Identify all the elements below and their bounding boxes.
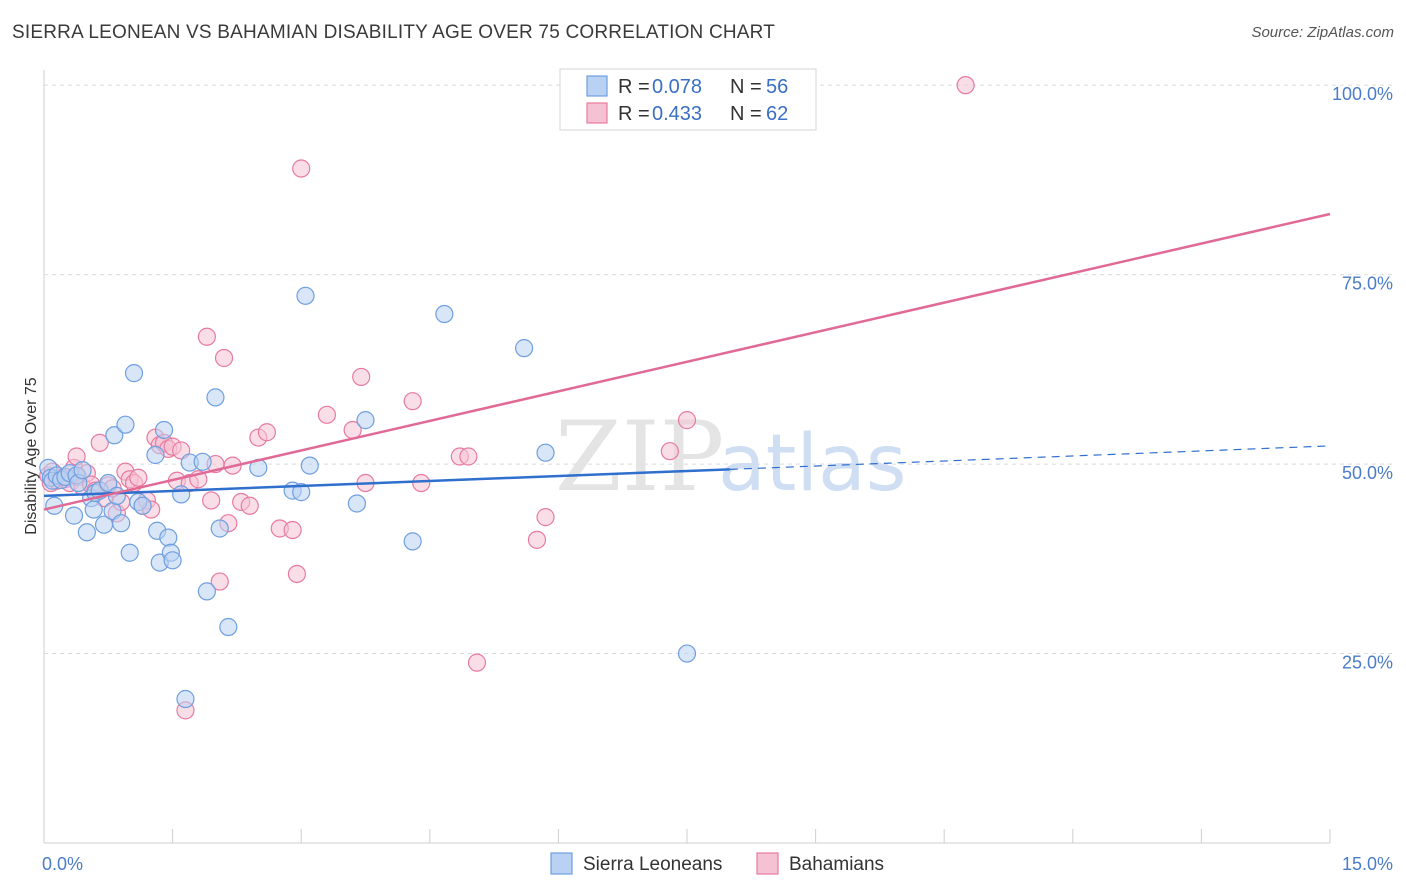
legend-r-label-blue: R = bbox=[618, 76, 650, 98]
sierra-leonean-point-40 bbox=[206, 388, 225, 407]
sierra-leonean-point-38 bbox=[193, 452, 212, 471]
trend-lines bbox=[43, 212, 1331, 511]
sierra-leonean-point-14 bbox=[84, 500, 103, 519]
bahamian-point-57 bbox=[412, 473, 431, 493]
sierra-leonean-point-11 bbox=[73, 461, 92, 480]
bahamian-point-49 bbox=[283, 520, 302, 540]
watermark-zip: ZIP bbox=[555, 401, 724, 513]
legend-swatch-blue bbox=[586, 75, 608, 97]
legend-swatch-pink bbox=[586, 102, 608, 124]
sierra-leonean-point-23 bbox=[116, 415, 135, 434]
y-axis-label: Disability Age Over 75 bbox=[23, 377, 40, 535]
bottom-legend: Sierra Leoneans Bahamians bbox=[550, 852, 884, 875]
sierra-leoneans-trend-extension bbox=[729, 445, 1331, 470]
bahamian-point-59 bbox=[459, 447, 478, 466]
bahamian-point-38 bbox=[202, 491, 221, 510]
sierra-leonean-point-52 bbox=[515, 339, 534, 358]
bahamian-point-23 bbox=[129, 468, 148, 487]
bahamian-point-56 bbox=[403, 392, 422, 411]
gridlines bbox=[44, 84, 1392, 655]
legend-r-value-pink: 0.433 bbox=[652, 103, 702, 125]
bottom-legend-sierra-leoneans: Sierra Leoneans bbox=[583, 854, 722, 875]
x-tick-label-end: 15.0% bbox=[1342, 854, 1393, 874]
sierra-leonean-point-53 bbox=[536, 443, 555, 462]
chart-title: SIERRA LEONEAN VS BAHAMIAN DISABILITY AG… bbox=[12, 22, 776, 43]
legend-n-value-blue: 56 bbox=[766, 76, 788, 98]
y-tick-label-25: 25.0% bbox=[1342, 653, 1393, 673]
bottom-legend-swatch-pink bbox=[756, 852, 779, 875]
legend-r-value-blue: 0.078 bbox=[652, 76, 702, 98]
bahamian-point-45 bbox=[240, 496, 259, 515]
bahamian-point-41 bbox=[214, 348, 234, 368]
chart-source: Source: ZipAtlas.com bbox=[1251, 24, 1394, 41]
sierra-leonean-point-22 bbox=[112, 514, 131, 533]
sierra-leonean-point-41 bbox=[210, 519, 229, 538]
legend: R = 0.078 N = 56 R = 0.433 N = 62 bbox=[559, 68, 817, 131]
tick-labels: 25.0% 50.0% 75.0% 100.0% 0.0% 15.0% bbox=[42, 84, 1393, 874]
bahamians-points bbox=[39, 76, 975, 720]
bahamians-trend-line bbox=[43, 212, 1331, 511]
sierra-leonean-point-49 bbox=[356, 411, 375, 430]
sierra-leonean-point-34 bbox=[163, 551, 182, 570]
axes bbox=[43, 70, 1331, 844]
sierra-leonean-point-42 bbox=[219, 617, 238, 637]
watermark-atlas: atlas bbox=[718, 419, 907, 509]
sierra-leonean-point-24 bbox=[120, 543, 139, 562]
sierra-leonean-point-48 bbox=[347, 494, 367, 513]
sierra-leonean-point-50 bbox=[403, 532, 422, 551]
sierra-leonean-point-25 bbox=[124, 364, 144, 383]
bahamian-point-62 bbox=[536, 508, 555, 527]
bahamian-point-50 bbox=[287, 564, 307, 584]
sierra-leonean-point-35 bbox=[172, 485, 191, 504]
bahamian-point-37 bbox=[197, 327, 216, 346]
bottom-legend-swatch-blue bbox=[550, 852, 573, 875]
bahamian-point-61 bbox=[527, 530, 547, 549]
sierra-leonean-point-18 bbox=[99, 473, 118, 493]
sierra-leonean-point-47 bbox=[300, 456, 319, 475]
sierra-leonean-point-20 bbox=[105, 426, 124, 445]
bottom-legend-bahamians: Bahamians bbox=[789, 854, 884, 875]
y-tick-label-50: 50.0% bbox=[1342, 463, 1393, 483]
sierra-leonean-point-32 bbox=[159, 528, 178, 547]
legend-n-label-blue: N = bbox=[730, 76, 762, 98]
sierra-leonean-point-39 bbox=[197, 582, 216, 601]
x-tick-label-start: 0.0% bbox=[42, 854, 83, 874]
legend-n-value-pink: 62 bbox=[766, 103, 788, 125]
sierra-leonean-point-45 bbox=[292, 483, 311, 502]
bahamian-point-40 bbox=[210, 572, 229, 591]
sierra-leonean-point-27 bbox=[133, 496, 152, 515]
sierra-leoneans-trend-line bbox=[43, 468, 730, 498]
sierra-leonean-point-31 bbox=[154, 420, 174, 440]
bahamian-point-54 bbox=[352, 367, 371, 387]
sierra-leonean-point-8 bbox=[64, 506, 84, 525]
legend-r-label-pink: R = bbox=[618, 103, 650, 125]
bahamian-point-60 bbox=[467, 653, 487, 672]
sierra-leonean-point-28 bbox=[146, 445, 165, 465]
sierra-leonean-point-46 bbox=[296, 286, 315, 305]
bahamian-point-64 bbox=[677, 411, 697, 430]
sierra-leonean-point-36 bbox=[176, 689, 195, 709]
bahamian-point-65 bbox=[956, 76, 975, 95]
watermark: ZIP atlas bbox=[555, 401, 907, 513]
sierra-leonean-point-12 bbox=[77, 523, 96, 542]
bahamian-point-14 bbox=[90, 433, 109, 452]
bahamian-point-51 bbox=[292, 159, 311, 178]
sierra-leonean-point-51 bbox=[435, 304, 454, 324]
y-tick-label-75: 75.0% bbox=[1342, 274, 1393, 294]
legend-n-label-pink: N = bbox=[730, 103, 762, 125]
sierra-leonean-point-21 bbox=[107, 486, 126, 506]
bahamian-point-63 bbox=[660, 442, 679, 461]
sierra-leonean-point-54 bbox=[677, 644, 697, 663]
y-tick-label-100: 100.0% bbox=[1332, 84, 1393, 104]
bahamian-point-47 bbox=[257, 423, 277, 442]
bahamian-point-52 bbox=[317, 405, 337, 424]
